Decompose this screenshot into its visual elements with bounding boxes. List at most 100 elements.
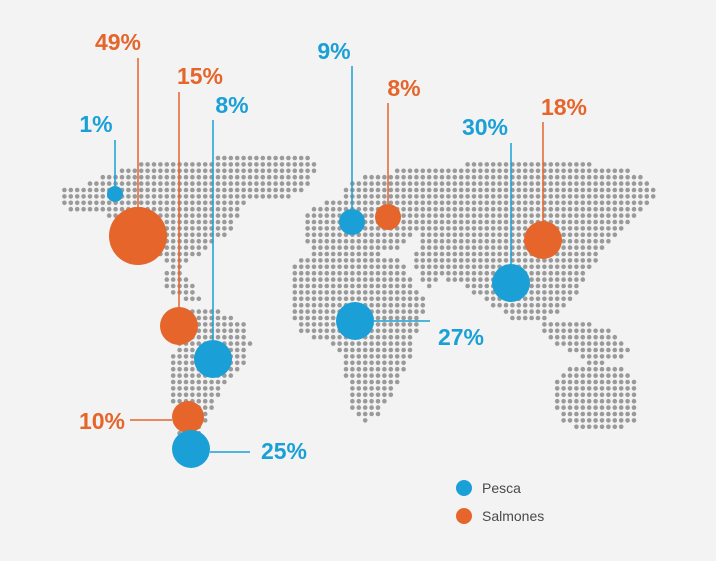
map-dot	[510, 315, 515, 321]
map-dot	[388, 360, 394, 366]
map-dot	[554, 181, 560, 186]
map-dot	[356, 398, 362, 404]
map-dot	[484, 213, 490, 218]
map-dot	[145, 200, 150, 206]
map-dot	[465, 194, 470, 199]
map-dot	[606, 238, 611, 244]
map-dot	[375, 194, 381, 199]
map-dot	[190, 168, 195, 174]
map-dot	[247, 181, 253, 186]
map-dot	[446, 258, 451, 263]
marker-bubble	[107, 186, 123, 202]
map-dot	[618, 424, 624, 430]
map-dot	[484, 174, 490, 180]
map-dot	[401, 322, 406, 327]
map-dot	[548, 309, 554, 314]
marker-label: 15%	[177, 63, 223, 89]
map-dot	[599, 347, 605, 353]
map-dot	[503, 219, 509, 225]
map-dot	[452, 181, 458, 186]
map-dot	[170, 194, 176, 199]
map-dot	[548, 270, 554, 276]
map-dot	[260, 162, 266, 167]
map-dot	[222, 187, 227, 193]
map-dot	[170, 200, 176, 206]
map-dot	[305, 174, 310, 180]
map-dot	[145, 162, 150, 167]
map-dot	[234, 155, 240, 161]
map-dot	[298, 270, 304, 276]
map-dot	[407, 309, 413, 314]
map-dot	[433, 238, 438, 244]
map-dot	[426, 245, 432, 250]
map-dot	[369, 386, 374, 391]
map-dot	[574, 213, 579, 218]
map-dot	[388, 232, 394, 238]
map-dot	[177, 373, 182, 378]
map-dot	[158, 187, 163, 193]
map-dot	[535, 213, 541, 218]
map-dot	[215, 392, 221, 398]
map-dot	[375, 302, 381, 308]
map-dot	[535, 200, 541, 206]
map-dot	[254, 174, 259, 180]
map-dot	[292, 315, 298, 321]
marker-label: 18%	[541, 94, 587, 120]
map-dot	[196, 334, 202, 340]
map-dot	[394, 315, 400, 321]
map-dot	[490, 194, 496, 199]
map-dot	[350, 296, 355, 302]
map-dot	[330, 309, 336, 314]
map-dot	[350, 290, 355, 295]
map-dot	[292, 168, 298, 174]
map-dot	[574, 232, 579, 238]
map-dot	[318, 296, 323, 302]
map-dot	[164, 200, 170, 206]
map-dot	[247, 187, 253, 193]
map-dot	[599, 226, 605, 231]
map-dot	[388, 309, 394, 314]
map-dot	[452, 194, 458, 199]
map-dot	[426, 168, 432, 174]
marker-bubble	[524, 221, 562, 259]
map-dot	[612, 174, 618, 180]
map-dot	[190, 162, 195, 167]
map-dot	[535, 302, 541, 308]
map-dot	[382, 258, 387, 263]
map-dot	[337, 238, 342, 244]
map-dot	[324, 232, 330, 238]
map-dot	[337, 290, 342, 295]
map-dot	[471, 168, 477, 174]
map-dot	[478, 181, 483, 186]
map-dot	[382, 309, 387, 314]
map-dot	[311, 302, 317, 308]
map-dot	[362, 200, 368, 206]
marker-label: 8%	[387, 75, 420, 101]
map-dot	[471, 277, 477, 282]
map-dot	[478, 226, 483, 231]
map-dot	[305, 162, 310, 167]
map-dot	[574, 418, 579, 423]
map-dot	[420, 200, 426, 206]
map-dot	[586, 200, 592, 206]
map-dot	[433, 226, 438, 231]
map-dot	[375, 392, 381, 398]
map-dot	[362, 373, 368, 378]
map-dot	[580, 194, 586, 199]
map-dot	[343, 296, 349, 302]
map-dot	[446, 168, 451, 174]
map-dot	[170, 238, 176, 244]
map-dot	[401, 194, 406, 199]
map-dot	[330, 213, 336, 218]
map-dot	[151, 168, 157, 174]
map-dot	[190, 174, 195, 180]
map-dot	[382, 315, 387, 321]
map-dot	[586, 379, 592, 385]
map-dot	[458, 270, 464, 276]
map-dot	[490, 232, 496, 238]
map-dot	[202, 194, 208, 199]
map-dot	[574, 270, 579, 276]
map-dot	[426, 264, 432, 270]
map-dot	[420, 302, 426, 308]
map-dot	[68, 187, 74, 193]
